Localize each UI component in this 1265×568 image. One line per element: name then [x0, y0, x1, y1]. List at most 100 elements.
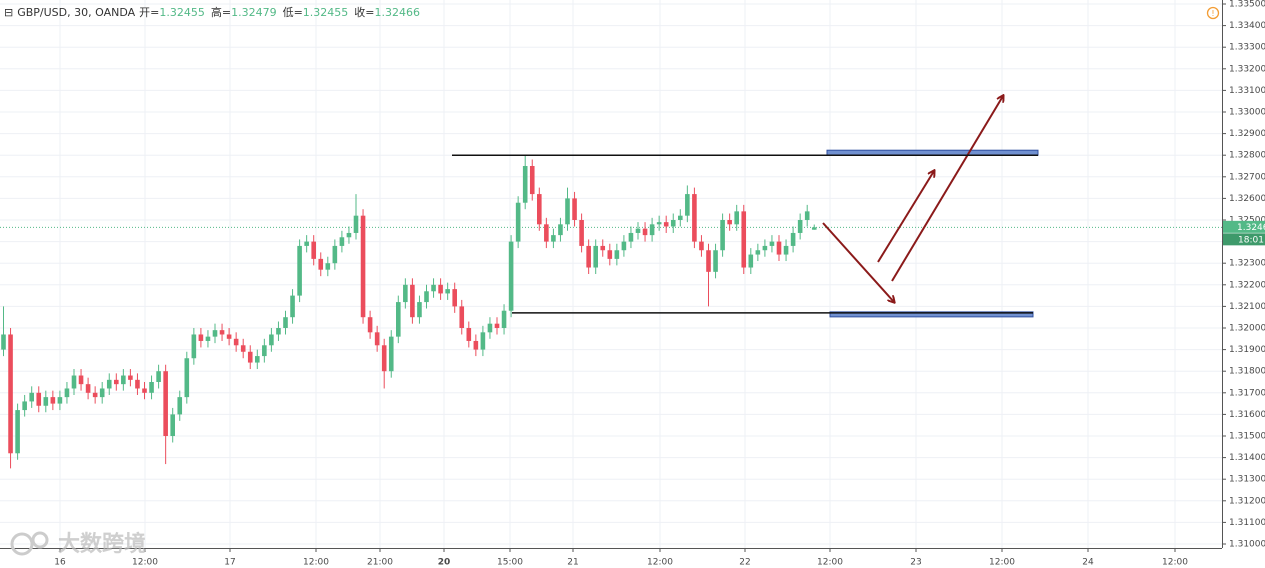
candle-body: [184, 358, 190, 398]
candle-body: [269, 334, 274, 346]
candle-body: [92, 392, 98, 398]
info-icon[interactable]: [1206, 6, 1220, 20]
candle-body: [170, 414, 175, 436]
y-tick-label: 1.33000: [1229, 108, 1265, 118]
candle-body: [748, 254, 754, 268]
arrow: [891, 96, 1003, 282]
candles: [1, 155, 817, 469]
candle-body: [85, 384, 91, 393]
candle-body: [586, 245, 591, 268]
ohlc-value: 1.32479: [231, 6, 277, 19]
ohlc-name: 收=: [354, 6, 375, 19]
candle-body: [473, 340, 479, 350]
y-tick-label: 1.32700: [1229, 172, 1265, 182]
x-tick-label: 15:00: [497, 558, 523, 568]
candle-body: [529, 166, 535, 195]
candle-body: [459, 306, 465, 328]
chart-header: ⊟ GBP/USD, 30, OANDA 开=1.32455 高=1.32479 低=1…: [4, 4, 426, 20]
candle-body: [135, 379, 140, 389]
y-tick-label: 1.31100: [1229, 518, 1265, 528]
candle-body: [614, 250, 620, 259]
candle-body: [29, 392, 34, 402]
candle-body: [663, 222, 669, 227]
candle-body: [713, 250, 718, 272]
candle-body: [142, 388, 147, 393]
candle-body: [522, 166, 528, 203]
candle-body: [22, 401, 27, 411]
candle-body: [431, 284, 436, 292]
candle-body: [325, 263, 331, 270]
candle-body: [276, 328, 281, 335]
countdown-tag: [1223, 233, 1265, 246]
candle-body: [128, 375, 133, 380]
ohlc-name: 开=: [139, 6, 160, 19]
y-tick-label: 1.31500: [1229, 432, 1265, 442]
candle-body: [487, 323, 493, 333]
x-tick-label: 23: [910, 558, 921, 568]
candle-body: [593, 245, 598, 268]
x-tick-label: 21: [567, 558, 578, 568]
candle-body: [205, 336, 211, 341]
candle-body: [494, 323, 500, 328]
y-tick-label: 1.32500: [1229, 216, 1265, 226]
candle-body: [466, 328, 472, 341]
candle-body: [811, 227, 817, 230]
candle-body: [741, 211, 747, 268]
candle-body: [515, 202, 521, 242]
collapse-icon[interactable]: ⊟: [4, 6, 14, 19]
candle-body: [8, 334, 13, 454]
y-tick-label: 1.33400: [1229, 21, 1265, 31]
candle-body: [367, 317, 373, 333]
info-icon-mark: !: [1211, 9, 1214, 18]
ohlc-value: 1.32455: [302, 6, 349, 19]
y-tick-label: 1.33300: [1229, 43, 1265, 53]
candle-body: [649, 224, 655, 236]
candle-body: [797, 220, 803, 233]
candle-body: [149, 382, 154, 393]
candle-body: [692, 194, 697, 242]
y-tick-label: 1.32900: [1229, 129, 1265, 139]
x-tick-label: 16: [54, 558, 66, 568]
candle-body: [297, 245, 302, 296]
candle-body: [247, 351, 253, 363]
candle-body: [727, 220, 732, 225]
candle-body: [346, 232, 352, 238]
x-tick-label: 12:00: [303, 558, 329, 568]
price-axis: 1.31000 1.31100 1.31200 1.31300 1.31400 1.315…: [1222, 0, 1265, 550]
candle-body: [64, 388, 70, 398]
candle-body: [699, 241, 704, 251]
candle-body: [304, 241, 309, 246]
y-tick-label: 1.32100: [1229, 302, 1265, 312]
candle-body: [438, 284, 443, 294]
candle-body: [290, 295, 295, 318]
candle-body: [607, 250, 613, 259]
watermark-logo: [10, 532, 34, 556]
candle-body: [734, 211, 739, 225]
last-price-tag: [1223, 220, 1265, 233]
candle-body: [381, 345, 387, 372]
candle-body: [670, 220, 676, 227]
candle-body: [106, 379, 112, 389]
y-tick-label: 1.31700: [1229, 388, 1265, 398]
candle-body: [720, 220, 725, 251]
y-tick-label: 1.32300: [1229, 259, 1265, 269]
candle-body: [177, 397, 183, 415]
candle-body: [410, 284, 415, 318]
candle-body: [480, 332, 486, 350]
candle-body: [360, 215, 366, 318]
candle-body: [57, 397, 63, 404]
y-tick-label: 1.33100: [1229, 86, 1265, 96]
candle-body: [388, 336, 394, 372]
x-tick-label: 12:00: [817, 558, 843, 568]
candle-body: [396, 302, 401, 337]
candle-body: [226, 334, 232, 339]
y-tick-label: 1.31600: [1229, 410, 1265, 420]
last-price-label: 1.32466: [1237, 223, 1265, 233]
candle-body: [628, 232, 634, 242]
candle-body: [283, 317, 288, 328]
candle-body: [762, 245, 768, 251]
candle-body: [445, 289, 450, 294]
ohlc-name: 低=: [282, 6, 303, 19]
